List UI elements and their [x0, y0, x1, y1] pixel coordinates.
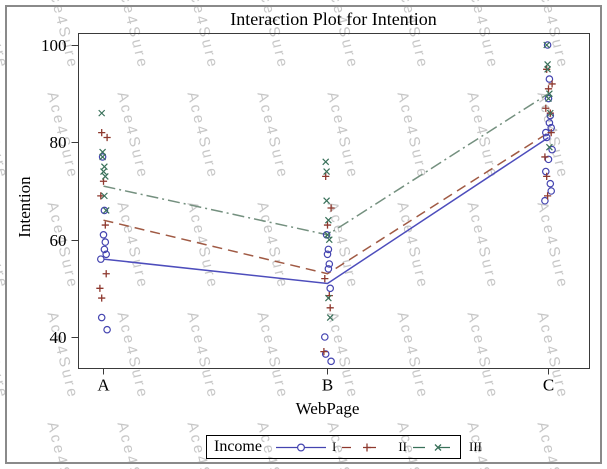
point-I [323, 250, 332, 259]
point-II [544, 192, 552, 200]
chart-title: Interaction Plot for Intention [230, 9, 437, 29]
point-III [323, 168, 331, 175]
point-II [548, 80, 556, 88]
point-I [320, 333, 329, 341]
point-III [101, 172, 109, 180]
point-I [100, 206, 109, 215]
point-I [103, 325, 111, 334]
point-II [101, 221, 109, 229]
point-I [547, 187, 556, 195]
point-I [326, 284, 335, 293]
point-I [542, 133, 551, 142]
point-III [325, 236, 333, 244]
point-III [324, 231, 331, 239]
x-tick-label: C [543, 376, 554, 395]
point-III [544, 65, 552, 73]
legend-title: Income [214, 438, 262, 455]
point-I [324, 265, 333, 273]
point-III [323, 197, 331, 205]
point-II [543, 172, 551, 180]
point-I [541, 196, 549, 205]
point-III [324, 294, 332, 302]
point-II [547, 129, 555, 137]
point-III [102, 207, 110, 214]
point-II [541, 153, 549, 161]
point-II [321, 275, 329, 283]
legend-swatch-I [275, 442, 326, 452]
x-axis-label: WebPage [295, 399, 360, 418]
point-I [97, 255, 105, 263]
point-I [545, 119, 554, 127]
legend-swatch-III [413, 443, 463, 451]
point-III [545, 143, 553, 151]
y-axis-label: Intention [15, 176, 34, 238]
point-II [327, 204, 335, 212]
point-III [100, 192, 108, 200]
mean-line-III [103, 93, 549, 236]
point-III [543, 41, 551, 49]
point-I [543, 41, 552, 49]
point-III [100, 168, 107, 175]
point-II [97, 192, 105, 200]
point-II [323, 221, 332, 229]
legend-label-III: III [469, 439, 482, 454]
legend-box: Income I II III [206, 435, 482, 459]
point-II [320, 348, 328, 356]
legend-entries: I II III [272, 439, 484, 455]
point-II [326, 304, 334, 312]
point-I [322, 231, 331, 239]
point-III [324, 216, 332, 224]
x-tick-label: A [97, 376, 110, 395]
point-II [98, 129, 106, 137]
point-I [546, 179, 555, 188]
point-II [325, 292, 333, 300]
point-III [98, 109, 106, 117]
point-I [327, 357, 335, 366]
y-tick-label: 80 [50, 133, 67, 152]
point-I [100, 245, 109, 254]
point-III [545, 95, 552, 102]
point-III [99, 148, 107, 156]
point-II [544, 85, 553, 93]
x-tick-label: B [322, 376, 333, 395]
point-I [321, 350, 330, 358]
point-III [322, 158, 330, 166]
point-II [543, 65, 551, 73]
point-I [102, 250, 111, 259]
y-tick-label: 100 [41, 36, 67, 55]
point-I [97, 313, 106, 322]
point-I [324, 245, 333, 254]
point-III [326, 314, 334, 321]
y-tick-label: 40 [50, 328, 67, 347]
point-II [103, 133, 111, 142]
point-I [101, 238, 110, 246]
point-II [96, 284, 104, 292]
y-tick-label: 60 [50, 231, 67, 250]
point-I [99, 231, 108, 239]
point-I [548, 145, 556, 154]
point-II [98, 294, 106, 302]
point-I [98, 153, 107, 161]
plot-frame [78, 33, 590, 369]
point-I [325, 260, 334, 268]
mean-line-I [103, 136, 549, 285]
legend-swatch-II [342, 443, 393, 451]
legend-label-II: II [398, 439, 407, 454]
point-III [544, 61, 552, 68]
point-II [322, 172, 330, 180]
legend-label-I: I [331, 439, 337, 454]
point-I [541, 167, 550, 176]
point-I [545, 75, 554, 83]
mean-line-II [103, 131, 549, 275]
point-III [99, 153, 107, 161]
point-III [546, 109, 554, 117]
point-II [542, 104, 550, 112]
point-II [102, 270, 110, 278]
